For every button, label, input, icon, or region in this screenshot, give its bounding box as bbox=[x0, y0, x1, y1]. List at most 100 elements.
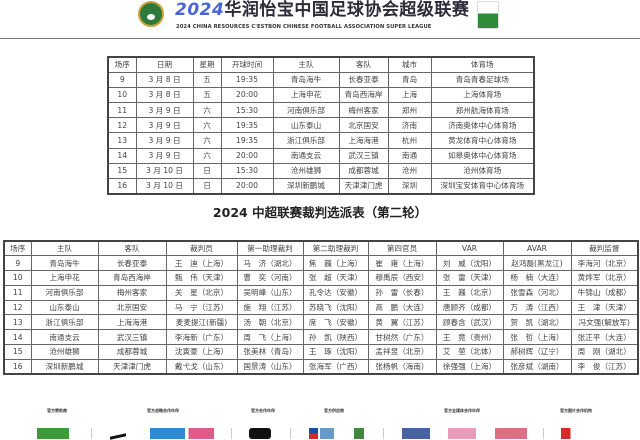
table-cell: 张 哲（上海） bbox=[502, 329, 572, 346]
table-cell: 王 巍（北京） bbox=[435, 284, 504, 301]
chevron-logo bbox=[309, 428, 318, 439]
table-row: 16 深圳新鹏城 天津津门虎 戴弋戈（山东） 国景涛（山东） 张海军（广西） 张杨帆（海南）… bbox=[3, 358, 639, 375]
table-cell: 武汉三镇 bbox=[97, 329, 167, 346]
table-cell: 3 月 9 日 bbox=[135, 102, 194, 119]
table-cell: 王 津（天津） bbox=[570, 299, 639, 316]
table-cell: 沧州体育场 bbox=[430, 162, 535, 180]
table-cell: 苏晓飞（沈阳） bbox=[302, 299, 369, 316]
table-cell: 南通支云 bbox=[272, 147, 340, 164]
table-cell: 济南奥体中心体育场 bbox=[430, 117, 535, 134]
table-cell: 牛锦山（成都） bbox=[570, 284, 639, 301]
table-row: 9 青岛海牛 长春亚泰王 迪（上海）马 济（湖北）焦 巍（上海）崔 雍（上海）刘 威… bbox=[3, 255, 639, 272]
table-row: 16 3 月 10 日日 20:00 深圳新鹏城 天津津门虎 深圳 深圳宝安体育中心体育场 bbox=[107, 177, 535, 195]
table-cell: 贺 凯（湖北） bbox=[502, 314, 572, 331]
table-cell: 河南俱乐部 bbox=[272, 102, 340, 119]
table-cell: 济南 bbox=[387, 117, 432, 134]
table-cell: 梅州客家 bbox=[97, 284, 167, 301]
table-cell: 周 飞（上海） bbox=[236, 329, 304, 346]
table-cell: 武汉三镇 bbox=[338, 147, 389, 164]
table-cell: 甄 伟（天津） bbox=[165, 270, 238, 286]
table-cell: 3 月 8 日 bbox=[135, 86, 194, 104]
table-cell: 穆禹辰（西安） bbox=[367, 270, 437, 286]
table-cell: 上海体育场 bbox=[430, 86, 535, 104]
column-header: 客队 bbox=[338, 56, 389, 73]
table-cell: 张 雷（天津） bbox=[435, 270, 504, 286]
table-cell: 黄烨军（北京） bbox=[570, 270, 639, 286]
table-cell: 王 琢（沈阳） bbox=[302, 344, 369, 360]
table-cell: 3 月 8 日 bbox=[135, 71, 194, 88]
table-cell: 唐顾齐（成都） bbox=[435, 299, 504, 316]
table-cell: 12 bbox=[107, 117, 137, 134]
column-header: AVAR bbox=[502, 240, 572, 257]
table-cell: 20:00 bbox=[220, 177, 274, 195]
table-cell: 杭州 bbox=[387, 132, 432, 149]
sponsor-group-label: 官方全媒体合作伙伴 bbox=[444, 408, 480, 413]
table-cell: 关 星（北京） bbox=[165, 284, 238, 301]
table-cell: 刘 威（沈阳） bbox=[435, 255, 504, 272]
table-cell: 麦麦提江(新疆) bbox=[165, 314, 238, 331]
table-cell: 李 俊（江苏） bbox=[570, 358, 639, 375]
sponsor-group-label: 官方图片合作机构 bbox=[560, 408, 592, 413]
table-cell: 徐强强（上海） bbox=[435, 358, 504, 375]
table-cell: 黄 翼（江苏） bbox=[367, 314, 437, 331]
table-cell: 郑州航海体育场 bbox=[430, 102, 535, 119]
table-cell: 上海海港 bbox=[338, 132, 389, 149]
table-cell: 长春亚泰 bbox=[97, 255, 167, 272]
table-cell: 上海海港 bbox=[97, 314, 167, 331]
table-cell: 11 bbox=[107, 102, 137, 119]
table-row: 14 南通支云 武汉三镇 李海新（广东）周 飞（上海）孙 凯（陕西） 甘树然（广东）王 … bbox=[3, 329, 639, 346]
table-cell: 郑州 bbox=[387, 102, 432, 119]
table-cell: 冯文强(解放军) bbox=[570, 314, 639, 331]
table-cell: 马 济（湖北） bbox=[236, 255, 304, 272]
table-cell: 张 超（天津） bbox=[302, 270, 369, 286]
table-cell: 青岛西海岸 bbox=[97, 270, 167, 286]
table-cell: 沈寅豪（上海） bbox=[165, 344, 238, 360]
divider bbox=[543, 428, 544, 439]
table-cell: 3 月 10 日 bbox=[135, 177, 194, 195]
table-cell: 如皋奥体中心体育场 bbox=[430, 147, 535, 164]
table-cell: 天津津门虎 bbox=[97, 358, 167, 375]
table-cell: 王 竟（贵州） bbox=[435, 329, 504, 346]
table-cell: 张正平（大连） bbox=[570, 329, 639, 346]
column-header: 第四官员 bbox=[367, 240, 437, 257]
table-cell: 孔令达（安徽） bbox=[302, 284, 369, 301]
table-cell: 李海新（广东） bbox=[165, 329, 238, 346]
table-cell: 山东泰山 bbox=[272, 117, 340, 134]
table-cell: 15 bbox=[3, 344, 32, 360]
sponsor-group-label: 官方供应商 bbox=[324, 408, 344, 413]
league-subtitle: 2024 CHINA RESOURCES C'ESTBON CHINESE FO… bbox=[176, 24, 432, 30]
table-cell: 15:30 bbox=[220, 102, 274, 119]
cfa-logo bbox=[138, 1, 164, 27]
table-cell: 马 宁（江苏） bbox=[165, 299, 238, 316]
sponsor-logo bbox=[354, 428, 364, 439]
table-cell: 沧州 bbox=[387, 162, 432, 180]
table-cell: 沧州雄狮 bbox=[30, 344, 99, 360]
table-cell: 3 月 9 日 bbox=[135, 147, 194, 164]
divider bbox=[290, 428, 291, 439]
table-cell: 赵鸿磊(黑龙江) bbox=[502, 255, 572, 272]
table-cell: 孙 雷（长春） bbox=[367, 284, 437, 301]
table-cell: 15 bbox=[107, 162, 137, 180]
table-cell: 青岛海牛 bbox=[30, 255, 99, 272]
table-cell: 李海河（北京） bbox=[570, 255, 639, 272]
table-cell: 深圳新鹏城 bbox=[272, 177, 340, 195]
table-cell: 吴明峰（山东） bbox=[236, 284, 304, 301]
table-cell: 张海军（广西） bbox=[302, 358, 369, 375]
table-cell: 青岛 bbox=[387, 71, 432, 88]
cestbon-sponsor-logo bbox=[37, 428, 69, 439]
table-cell: 20:00 bbox=[220, 86, 274, 104]
table-row: 13 3 月 9 日六 19:35 浙江俱乐部 上海海港 杭州 黄龙体育中心体育场 bbox=[107, 132, 535, 149]
table-cell: 3 月 9 日 bbox=[135, 132, 194, 149]
migu-logo bbox=[448, 428, 476, 439]
column-header: 开球时间 bbox=[220, 56, 274, 73]
table-cell: 15:30 bbox=[220, 162, 274, 180]
table-cell: 上海申花 bbox=[30, 270, 99, 286]
title-text: 华润怡宝中国足球协会超级联赛 bbox=[224, 0, 470, 20]
table-cell: 上海 bbox=[387, 86, 432, 104]
column-header: 第一助理裁判 bbox=[236, 240, 304, 257]
table-cell: 崔 雍（上海） bbox=[367, 255, 437, 272]
column-header: 第二助理裁判 bbox=[302, 240, 369, 257]
divider bbox=[91, 428, 92, 439]
table-cell: 19:35 bbox=[220, 132, 274, 149]
